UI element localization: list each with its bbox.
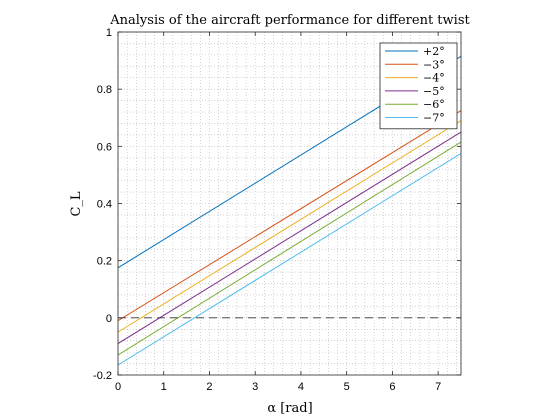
legend-label-5: −6° xyxy=(423,98,445,111)
x-tick-label: 4 xyxy=(298,381,304,393)
x-tick-label: 7 xyxy=(435,381,441,393)
x-tick-label: 5 xyxy=(344,381,350,393)
series-line-2 xyxy=(117,110,462,322)
legend-label-4: −5° xyxy=(423,85,445,98)
series-line-6 xyxy=(117,153,462,366)
x-axis-label-text: α [rad] xyxy=(267,401,312,416)
y-tick-label: -0.2 xyxy=(93,370,112,382)
y-tick-label: 0.2 xyxy=(97,256,112,268)
x-tick-label: 6 xyxy=(389,381,395,393)
legend-box xyxy=(379,42,458,130)
y-tick-label: 0.8 xyxy=(97,84,112,96)
legend: +2°−3°−4°−5°−6°−7° xyxy=(379,42,458,130)
legend-label-2: −3° xyxy=(423,58,445,71)
legend-label-3: −4° xyxy=(423,72,445,85)
y-tick-label: 0 xyxy=(106,313,112,325)
x-axis-ticks: 0 1 2 3 4 5 6 7 xyxy=(115,32,441,393)
x-tick-label: 2 xyxy=(206,381,212,393)
x-tick-label: 1 xyxy=(161,381,167,393)
x-axis-label: α [rad] xyxy=(267,401,312,416)
series-line-3 xyxy=(117,120,462,333)
series-line-5 xyxy=(117,141,462,356)
x-tick-label: 0 xyxy=(115,381,121,393)
chart-title: Analysis of the aircraft performance for… xyxy=(109,13,470,28)
y-tick-label: 0.4 xyxy=(97,199,112,211)
series-line-4 xyxy=(117,131,462,344)
legend-label-6: −7° xyxy=(423,112,445,125)
y-axis-label-text: C_L xyxy=(69,191,84,216)
y-tick-label: 1 xyxy=(106,27,112,39)
legend-label-1: +2° xyxy=(423,45,445,58)
y-tick-label: 0.6 xyxy=(97,141,112,153)
x-tick-label: 3 xyxy=(252,381,258,393)
y-axis-label: C_L xyxy=(69,191,84,216)
y-axis-ticks: -0.2 0 0.2 0.4 0.6 0.8 1 xyxy=(93,27,461,382)
